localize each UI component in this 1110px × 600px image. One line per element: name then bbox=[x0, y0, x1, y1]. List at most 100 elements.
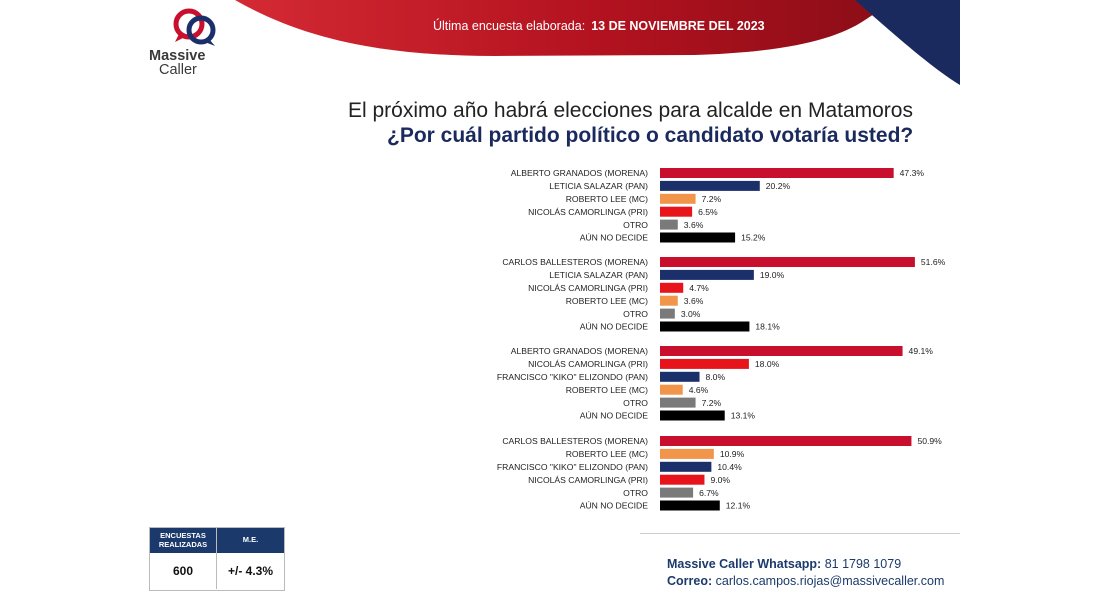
bar-category-label: ROBERTO LEE (MC) bbox=[566, 449, 648, 459]
bar-category-label: AÚN NO DECIDE bbox=[580, 322, 649, 332]
bar-value-label: 9.0% bbox=[710, 475, 730, 485]
whatsapp-label: Massive Caller Whatsapp: bbox=[667, 557, 822, 571]
whatsapp-number[interactable]: 81 1798 1079 bbox=[824, 557, 902, 571]
bar bbox=[660, 448, 714, 459]
logo-chat-bubbles-icon bbox=[173, 8, 216, 46]
bar bbox=[660, 219, 678, 230]
bar bbox=[660, 474, 705, 485]
stats-header-margin: M.E. bbox=[242, 535, 259, 545]
logo-text-caller: Caller bbox=[159, 62, 197, 78]
header-navy-shape bbox=[855, 0, 960, 85]
footer-divider bbox=[640, 533, 960, 534]
stats-header-surveys-line1: ENCUESTAS bbox=[160, 530, 206, 540]
bar-category-label: NICOLÁS CAMORLINGA (PRI) bbox=[528, 359, 648, 369]
vote-intention-chart: ALBERTO GRANADOS (MORENA) 47.3% LETICIA SA… bbox=[497, 168, 946, 511]
right-margin bbox=[960, 0, 1110, 600]
bar-value-label: 18.1% bbox=[755, 322, 780, 332]
bar-category-label: NICOLÁS CAMORLINGA (PRI) bbox=[528, 283, 648, 293]
email-address[interactable]: carlos.campos.riojas@massivecaller.com bbox=[715, 574, 945, 588]
bar-value-label: 6.7% bbox=[699, 488, 719, 498]
header-label: Última encuesta elaborada: bbox=[433, 19, 586, 33]
header-caption: Última encuesta elaborada: 13 DE NOVIEMBR… bbox=[433, 19, 765, 33]
stats-value-row: 600 +/- 4.3% bbox=[150, 553, 284, 589]
stats-header-surveys-line2: REALIZADAS bbox=[158, 539, 208, 549]
bar bbox=[660, 282, 684, 293]
survey-slide: Última encuesta elaborada: 13 DE NOVIEMBR… bbox=[135, 0, 960, 600]
bar-category-label: OTRO bbox=[623, 220, 648, 230]
bar bbox=[660, 193, 696, 204]
bar-value-label: 4.6% bbox=[689, 385, 709, 395]
stats-margin-value: +/- 4.3% bbox=[227, 564, 274, 578]
bar-value-label: 3.0% bbox=[681, 309, 701, 319]
whatsapp-contact: Massive Caller Whatsapp: 81 1798 1079 bbox=[667, 557, 901, 571]
bar bbox=[660, 371, 700, 382]
stats-surveys-value: 600 bbox=[150, 553, 217, 589]
bar-value-label: 6.5% bbox=[698, 207, 718, 217]
bar-category-label: ALBERTO GRANADOS (MORENA) bbox=[511, 168, 648, 178]
question-subtitle: ¿Por cuál partido político o candidato v… bbox=[387, 124, 914, 147]
bar bbox=[660, 168, 894, 178]
bar-value-label: 7.2% bbox=[702, 194, 722, 204]
bar-value-label: 10.4% bbox=[717, 462, 742, 472]
bar bbox=[660, 358, 749, 369]
bar bbox=[660, 500, 720, 511]
massive-caller-logo: Massive Caller bbox=[149, 8, 239, 80]
bar-category-label: ALBERTO GRANADOS (MORENA) bbox=[511, 346, 648, 356]
bar-value-label: 10.9% bbox=[720, 449, 745, 459]
bar-value-label: 47.3% bbox=[900, 168, 925, 178]
bar bbox=[660, 308, 675, 319]
bar-value-label: 3.6% bbox=[684, 296, 704, 306]
bar bbox=[660, 257, 915, 267]
bar bbox=[660, 180, 760, 191]
email-label: Correo: bbox=[667, 574, 713, 588]
bar bbox=[660, 487, 694, 498]
bar bbox=[660, 321, 750, 332]
bar-value-label: 18.0% bbox=[755, 359, 780, 369]
bar bbox=[660, 461, 712, 472]
bar bbox=[660, 397, 696, 408]
bar-value-label: 49.1% bbox=[909, 346, 934, 356]
email-contact: Correo: carlos.campos.riojas@massivecall… bbox=[667, 574, 944, 588]
bar-category-label: ROBERTO LEE (MC) bbox=[566, 296, 648, 306]
bar bbox=[660, 232, 736, 243]
stats-header-surveys: ENCUESTAS REALIZADAS bbox=[150, 528, 217, 553]
bar-value-label: 3.6% bbox=[684, 220, 704, 230]
bar-category-label: LETICIA SALAZAR (PAN) bbox=[549, 181, 648, 191]
bar bbox=[660, 269, 754, 280]
bar-category-label: NICOLÁS CAMORLINGA (PRI) bbox=[528, 207, 648, 217]
bar-value-label: 19.0% bbox=[760, 270, 785, 280]
bar bbox=[660, 384, 683, 395]
bar bbox=[660, 206, 693, 217]
bar-category-label: AÚN NO DECIDE bbox=[580, 501, 649, 511]
bar-category-label: OTRO bbox=[623, 309, 648, 319]
bar-value-label: 50.9% bbox=[917, 436, 942, 446]
bar-category-label: ROBERTO LEE (MC) bbox=[566, 194, 648, 204]
bar-category-label: ROBERTO LEE (MC) bbox=[566, 385, 648, 395]
bar-category-label: AÚN NO DECIDE bbox=[580, 233, 649, 243]
stats-header-row: ENCUESTAS REALIZADAS M.E. bbox=[150, 528, 284, 553]
logo-text-massive: Massive bbox=[149, 48, 206, 64]
survey-stats-table: ENCUESTAS REALIZADAS M.E. 600 +/- 4.3% bbox=[149, 527, 285, 591]
bar-value-label: 4.7% bbox=[689, 283, 709, 293]
header-red-shape bbox=[235, 0, 895, 56]
bar-value-label: 12.1% bbox=[726, 501, 751, 511]
bar-value-label: 51.6% bbox=[921, 257, 946, 267]
bar-category-label: CARLOS BALLESTEROS (MORENA) bbox=[502, 436, 648, 446]
header-date: 13 DE NOVIEMBRE DEL 2023 bbox=[591, 19, 765, 33]
header-banner bbox=[235, 0, 960, 85]
bar-category-label: NICOLÁS CAMORLINGA (PRI) bbox=[528, 475, 648, 485]
bar-value-label: 7.2% bbox=[702, 398, 722, 408]
bar-value-label: 20.2% bbox=[766, 181, 791, 191]
bar bbox=[660, 410, 725, 421]
bar-category-label: AÚN NO DECIDE bbox=[580, 411, 649, 421]
bar-value-label: 8.0% bbox=[706, 372, 726, 382]
bar-category-label: FRANCISCO "KIKO" ELIZONDO (PAN) bbox=[497, 372, 648, 382]
bar bbox=[660, 346, 903, 356]
bar-category-label: OTRO bbox=[623, 488, 648, 498]
bar bbox=[660, 295, 678, 306]
bar-category-label: LETICIA SALAZAR (PAN) bbox=[549, 270, 648, 280]
bar-category-label: FRANCISCO "KIKO" ELIZONDO (PAN) bbox=[497, 462, 648, 472]
bar-category-label: OTRO bbox=[623, 398, 648, 408]
bar-value-label: 15.2% bbox=[741, 233, 766, 243]
question-title: El próximo año habrá elecciones para alc… bbox=[348, 99, 913, 122]
